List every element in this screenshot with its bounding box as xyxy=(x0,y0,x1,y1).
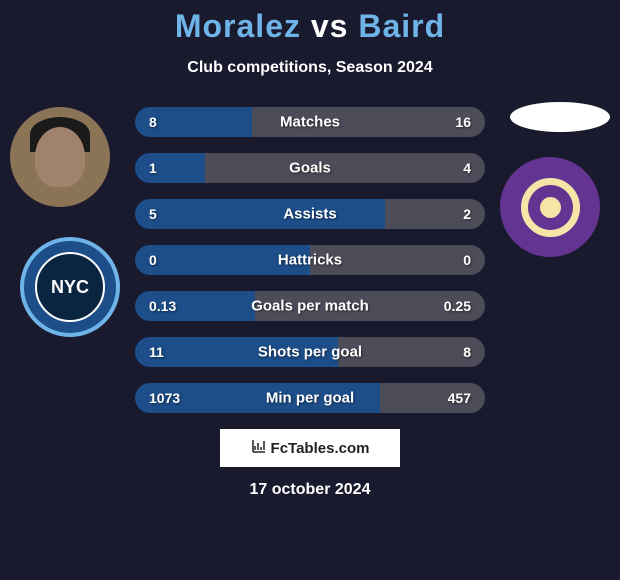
stat-label: Goals per match xyxy=(251,298,369,315)
stat-value-left: 0.13 xyxy=(149,298,176,314)
stat-value-right: 0 xyxy=(463,252,471,268)
club1-initials: NYC xyxy=(35,252,105,322)
stat-value-right: 457 xyxy=(448,390,471,406)
stat-label: Matches xyxy=(280,114,340,131)
stat-row: 0.13 Goals per match 0.25 xyxy=(135,291,485,321)
bar-segment-left xyxy=(135,153,205,183)
stat-row: 8 Matches 16 xyxy=(135,107,485,137)
player2-avatar xyxy=(510,102,610,132)
player2-name: Baird xyxy=(358,8,445,44)
stat-row: 1 Goals 4 xyxy=(135,153,485,183)
stat-row: 11 Shots per goal 8 xyxy=(135,337,485,367)
stat-value-left: 11 xyxy=(149,344,164,360)
stat-value-left: 5 xyxy=(149,206,157,222)
chart-icon xyxy=(251,438,267,459)
bar-segment-right xyxy=(205,153,485,183)
player2-club-badge xyxy=(500,157,600,257)
vs-text: vs xyxy=(311,8,349,44)
stat-label: Goals xyxy=(289,160,331,177)
stat-value-left: 8 xyxy=(149,114,157,130)
comparison-title: Moralez vs Baird xyxy=(0,0,620,45)
avatar-face xyxy=(35,127,85,187)
player1-club-badge: NYC xyxy=(20,237,120,337)
site-name: FcTables.com xyxy=(271,440,370,457)
stat-label: Min per goal xyxy=(266,390,354,407)
stat-row: 1073 Min per goal 457 xyxy=(135,383,485,413)
stat-row: 5 Assists 2 xyxy=(135,199,485,229)
stat-value-right: 0.25 xyxy=(444,298,471,314)
subtitle: Club competitions, Season 2024 xyxy=(0,59,620,77)
stat-label: Hattricks xyxy=(278,252,342,269)
stat-row: 0 Hattricks 0 xyxy=(135,245,485,275)
stat-label: Shots per goal xyxy=(258,344,362,361)
stat-value-left: 0 xyxy=(149,252,157,268)
site-logo: FcTables.com xyxy=(220,429,400,467)
stat-label: Assists xyxy=(283,206,336,223)
stat-value-right: 8 xyxy=(463,344,471,360)
stat-value-right: 16 xyxy=(455,114,471,130)
bar-segment-left xyxy=(135,199,385,229)
stat-value-left: 1073 xyxy=(149,390,180,406)
stat-value-left: 1 xyxy=(149,160,157,176)
player1-avatar xyxy=(10,107,110,207)
player1-name: Moralez xyxy=(175,8,301,44)
content-area: NYC 8 Matches 16 1 Goals 4 5 Assists 2 0 Hattricks… xyxy=(0,107,620,413)
lion-icon xyxy=(528,185,573,230)
stat-value-right: 2 xyxy=(463,206,471,222)
stat-value-right: 4 xyxy=(463,160,471,176)
footer-date: 17 october 2024 xyxy=(0,481,620,499)
club2-inner xyxy=(518,175,583,240)
stat-bars: 8 Matches 16 1 Goals 4 5 Assists 2 0 Hattricks 0 0.1… xyxy=(135,107,485,413)
